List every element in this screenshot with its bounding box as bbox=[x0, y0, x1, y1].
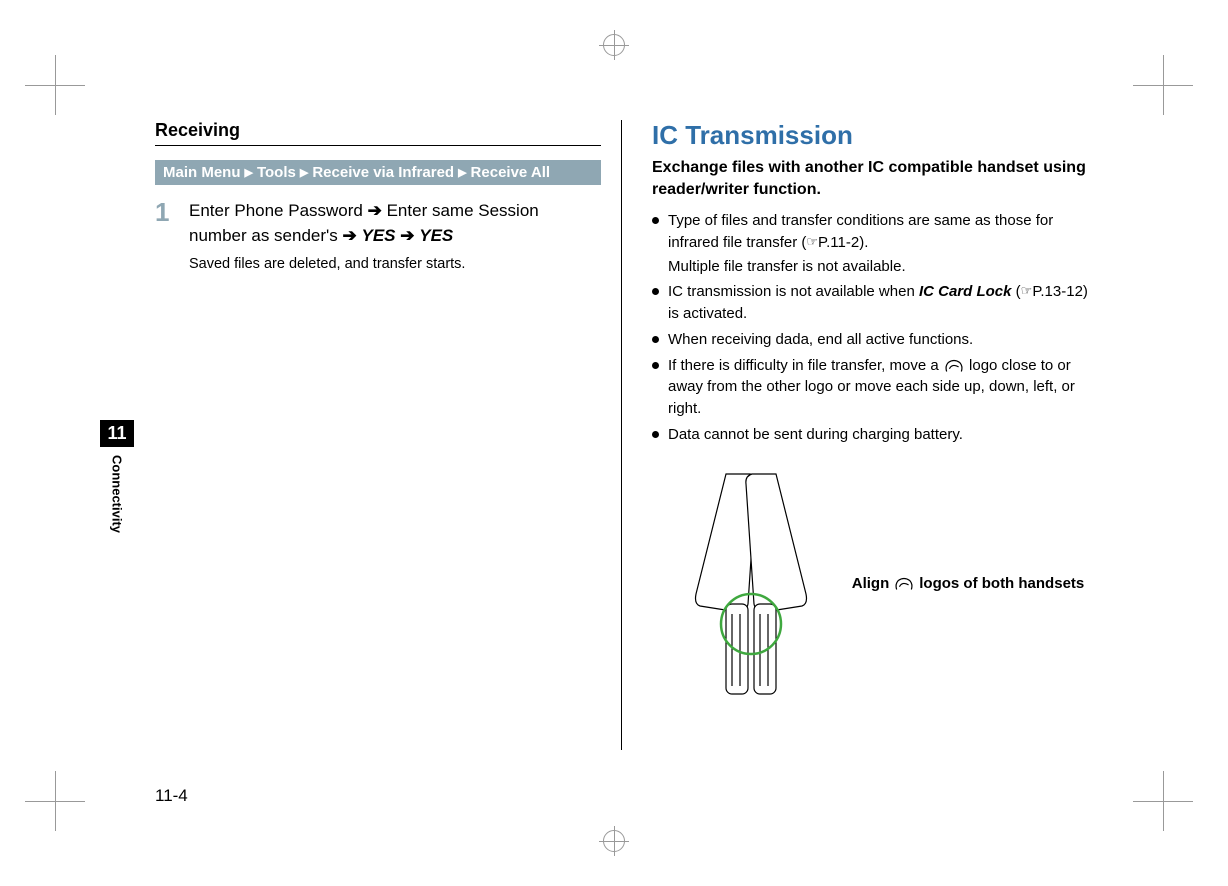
handset-diagram: Align logos of both handsets bbox=[652, 464, 1098, 704]
crop-mark-tr bbox=[1133, 55, 1193, 115]
right-column: IC Transmission Exchange files with anot… bbox=[622, 110, 1118, 750]
registration-mark-top bbox=[599, 30, 629, 60]
bullet-list: Type of files and transfer conditions ar… bbox=[652, 210, 1098, 254]
bullet-bold: IC Card Lock bbox=[919, 283, 1012, 300]
section-subtitle: Exchange files with another IC compatibl… bbox=[652, 157, 1098, 200]
bullet-item: Data cannot be sent during charging batt… bbox=[652, 424, 1098, 446]
step-yes: YES bbox=[361, 226, 395, 245]
reference-icon: ☞ bbox=[806, 233, 818, 252]
crop-mark-bl bbox=[25, 771, 85, 831]
nav-item: Tools bbox=[257, 164, 296, 181]
heading-rule bbox=[155, 145, 601, 146]
chapter-label: Connectivity bbox=[110, 455, 125, 533]
bullet-item: Type of files and transfer conditions ar… bbox=[652, 210, 1098, 254]
nav-item: Receive All bbox=[471, 164, 551, 181]
step-note: Saved files are deleted, and transfer st… bbox=[189, 254, 601, 275]
bullet-ref: P.11-2 bbox=[818, 234, 859, 251]
step-body: Enter Phone Password ➔ Enter same Sessio… bbox=[189, 199, 601, 275]
arrow-icon: ➔ bbox=[343, 226, 357, 245]
nav-item: Main Menu bbox=[163, 164, 241, 181]
crop-mark-tl bbox=[25, 55, 85, 115]
crop-mark-br bbox=[1133, 771, 1193, 831]
handset-diagram-svg bbox=[666, 464, 836, 704]
step-yes: YES bbox=[419, 226, 453, 245]
caption-text: Align bbox=[852, 575, 890, 592]
registration-mark-bottom bbox=[599, 826, 629, 856]
nav-separator-icon: ▶ bbox=[300, 166, 308, 179]
section-heading-receiving: Receiving bbox=[155, 120, 601, 141]
nav-separator-icon: ▶ bbox=[245, 166, 253, 179]
menu-path-bar: Main Menu ▶ Tools ▶ Receive via Infrared… bbox=[155, 160, 601, 185]
left-column: Receiving Main Menu ▶ Tools ▶ Receive vi… bbox=[100, 110, 621, 750]
felica-logo-icon bbox=[893, 577, 915, 591]
reference-icon: ☞ bbox=[1021, 282, 1033, 301]
bullet-subline: Multiple file transfer is not available. bbox=[652, 256, 1098, 278]
step-number: 1 bbox=[155, 199, 175, 275]
step-1: 1 Enter Phone Password ➔ Enter same Sess… bbox=[155, 199, 601, 275]
page-number: 11-4 bbox=[155, 786, 188, 806]
chapter-number: 11 bbox=[100, 420, 134, 447]
nav-item: Receive via Infrared bbox=[312, 164, 454, 181]
bullet-item: If there is difficulty in file transfer,… bbox=[652, 355, 1098, 420]
page-content: 11 Connectivity Receiving Main Menu ▶ To… bbox=[100, 110, 1118, 786]
bullet-item: IC transmission is not available when IC… bbox=[652, 281, 1098, 325]
diagram-caption: Align logos of both handsets bbox=[852, 575, 1085, 592]
bullet-ref: P.13-12 bbox=[1032, 283, 1083, 300]
bullet-text: ( bbox=[1011, 283, 1020, 300]
bullet-text: IC transmission is not available when bbox=[668, 283, 919, 300]
chapter-tab: 11 Connectivity bbox=[100, 420, 134, 533]
arrow-icon: ➔ bbox=[368, 201, 382, 220]
bullet-text: ). bbox=[859, 234, 868, 251]
nav-separator-icon: ▶ bbox=[458, 166, 466, 179]
felica-logo-icon bbox=[943, 359, 965, 373]
bullet-text: If there is difficulty in file transfer,… bbox=[668, 357, 943, 374]
step-text: Enter Phone Password bbox=[189, 201, 368, 220]
section-title-ic-transmission: IC Transmission bbox=[652, 120, 1098, 151]
caption-text: logos of both handsets bbox=[919, 575, 1084, 592]
bullet-item: When receiving dada, end all active func… bbox=[652, 329, 1098, 351]
arrow-icon: ➔ bbox=[400, 226, 414, 245]
bullet-list: IC transmission is not available when IC… bbox=[652, 281, 1098, 445]
